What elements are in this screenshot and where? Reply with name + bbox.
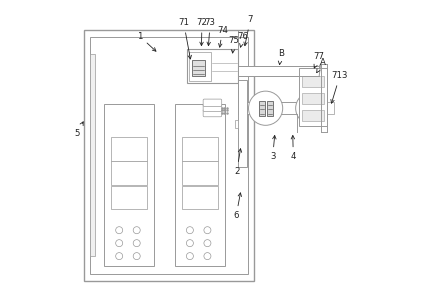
Text: 2: 2 — [234, 149, 242, 176]
Bar — [306, 107, 317, 110]
Bar — [306, 112, 317, 116]
Circle shape — [204, 240, 211, 247]
Bar — [306, 102, 317, 105]
Text: 74: 74 — [217, 26, 228, 47]
Text: 713: 713 — [331, 71, 348, 103]
Bar — [175, 104, 225, 266]
Text: 3: 3 — [270, 136, 276, 161]
Text: 71: 71 — [178, 18, 191, 59]
Text: A: A — [317, 58, 326, 73]
Bar — [189, 52, 211, 81]
Circle shape — [204, 227, 211, 234]
Bar — [83, 30, 254, 281]
Circle shape — [133, 240, 140, 247]
Text: 77: 77 — [314, 52, 325, 68]
Text: 6: 6 — [234, 193, 242, 220]
Bar — [111, 137, 147, 160]
Bar — [301, 93, 324, 104]
Bar — [301, 110, 324, 121]
Circle shape — [116, 227, 123, 234]
Text: 5: 5 — [74, 122, 83, 138]
Circle shape — [133, 252, 140, 260]
Bar — [235, 120, 238, 128]
Bar — [182, 161, 218, 185]
Bar — [305, 99, 319, 117]
Bar — [182, 137, 218, 160]
Text: B: B — [278, 49, 284, 65]
Bar — [301, 76, 324, 87]
Circle shape — [133, 227, 140, 234]
Circle shape — [204, 252, 211, 260]
Circle shape — [249, 91, 283, 125]
Bar — [238, 66, 319, 76]
Bar — [299, 68, 327, 126]
Bar — [111, 161, 147, 185]
Circle shape — [186, 240, 194, 247]
Bar — [90, 37, 248, 274]
Text: 76: 76 — [238, 32, 249, 47]
FancyBboxPatch shape — [203, 99, 222, 107]
Circle shape — [186, 252, 194, 260]
Bar — [90, 54, 95, 256]
Bar — [104, 104, 154, 266]
Bar — [182, 186, 218, 209]
Text: 73: 73 — [205, 18, 216, 46]
FancyBboxPatch shape — [203, 110, 222, 117]
Text: 72: 72 — [196, 18, 207, 46]
Bar — [259, 101, 265, 116]
Bar — [192, 59, 205, 76]
Circle shape — [116, 252, 123, 260]
Bar — [186, 49, 238, 83]
Bar — [267, 101, 273, 116]
Text: 4: 4 — [290, 136, 296, 161]
Bar — [238, 102, 297, 114]
Text: 1: 1 — [137, 32, 156, 51]
Bar — [327, 102, 334, 114]
Bar — [238, 80, 247, 167]
Circle shape — [296, 92, 328, 124]
Circle shape — [116, 240, 123, 247]
Circle shape — [186, 227, 194, 234]
Text: 7: 7 — [244, 15, 253, 46]
FancyBboxPatch shape — [203, 104, 222, 112]
Text: 75: 75 — [228, 36, 239, 53]
Bar — [111, 186, 147, 209]
